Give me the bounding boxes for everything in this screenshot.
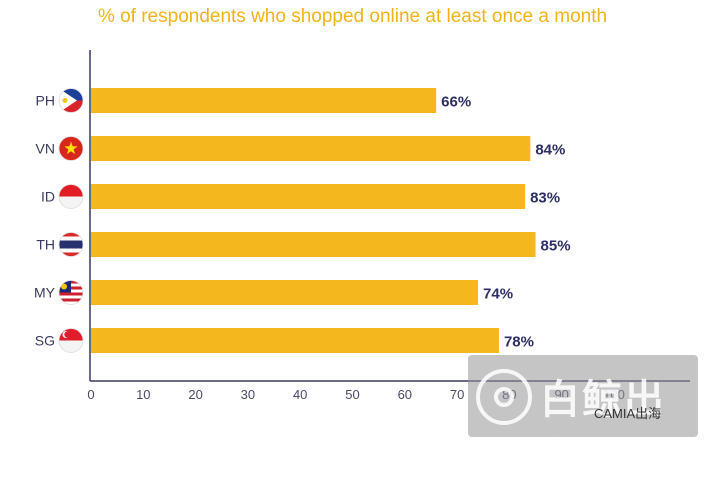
category-label-sg: SG [35, 333, 55, 349]
labels-layer: PH 66% VN 84% ID 83% TH 85% MY 74% SG 78% [34, 93, 571, 351]
watermark-text: 白鲸出海 [540, 377, 666, 481]
value-label-sg: 78% [504, 334, 534, 351]
category-label-th: TH [36, 237, 55, 253]
whale-logo-icon [476, 369, 532, 425]
watermark-handle: CAMIA出海 [594, 406, 662, 421]
bar-th [91, 232, 536, 257]
flags-layer [58, 88, 84, 353]
watermark: 白鲸出海 CAMIA出海 [468, 355, 698, 481]
x-tick-label: 0 [87, 387, 94, 402]
category-label-ph: PH [36, 93, 55, 109]
vietnam-flag-icon [58, 136, 84, 161]
bar-id [91, 184, 526, 209]
category-label-id: ID [41, 189, 55, 205]
bars-layer [91, 88, 536, 353]
x-tick-label: 40 [293, 387, 307, 402]
philippines-flag-icon [58, 88, 84, 113]
singapore-flag-icon [58, 328, 84, 353]
value-label-th: 85% [541, 238, 571, 255]
value-label-ph: 66% [441, 94, 471, 111]
category-label-vn: VN [36, 141, 55, 157]
bar-vn [91, 136, 531, 161]
value-label-my: 74% [483, 286, 513, 303]
indonesia-flag-icon [58, 184, 84, 209]
x-tick-label: 10 [136, 387, 150, 402]
category-label-my: MY [34, 285, 56, 301]
x-tick-label: 60 [398, 387, 412, 402]
chart-title: % of respondents who shopped online at l… [97, 6, 608, 27]
thailand-flag-icon [58, 232, 84, 257]
malaysia-flag-icon [58, 280, 84, 305]
bar-chart: PH 66% VN 84% ID 83% TH 85% MY 74% SG 78% 0 10 20 30 40… [34, 50, 690, 402]
bar-ph [91, 88, 437, 113]
x-tick-label: 50 [345, 387, 359, 402]
bar-sg [91, 328, 499, 353]
value-label-vn: 84% [535, 142, 565, 159]
bar-my [91, 280, 479, 305]
x-tick-label: 30 [241, 387, 255, 402]
value-label-id: 83% [530, 190, 560, 207]
x-tick-label: 20 [188, 387, 202, 402]
x-tick-label: 70 [450, 387, 464, 402]
